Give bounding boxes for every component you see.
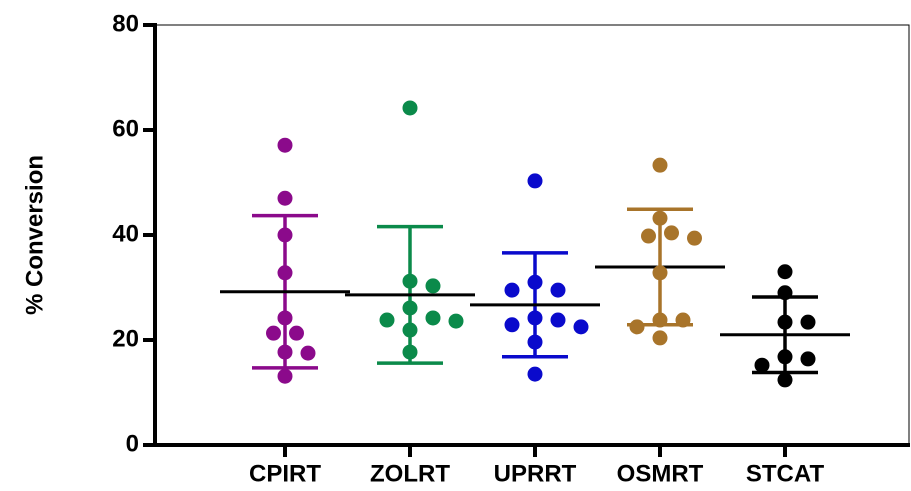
data-point (777, 349, 793, 365)
data-point (800, 351, 816, 367)
y-tick-label: 0 (126, 430, 139, 457)
data-point (777, 314, 793, 330)
data-point (652, 210, 668, 226)
data-point (800, 314, 816, 330)
data-point (652, 157, 668, 173)
data-point (402, 273, 418, 289)
x-tick-label: STCAT (746, 460, 825, 487)
data-point (277, 344, 293, 360)
data-point (527, 274, 543, 290)
data-point (402, 300, 418, 316)
data-point (687, 230, 702, 246)
data-point (277, 227, 293, 243)
data-point (527, 173, 543, 189)
data-point (277, 368, 293, 384)
data-point (402, 100, 418, 116)
data-point (652, 312, 668, 328)
data-point (448, 313, 464, 329)
data-point (425, 278, 441, 294)
data-point (504, 282, 520, 298)
data-point (277, 137, 293, 153)
data-point (266, 325, 281, 341)
data-point (573, 319, 589, 335)
data-point (629, 319, 645, 335)
data-point (675, 312, 691, 328)
y-tick-label: 60 (112, 115, 139, 142)
data-point (277, 265, 293, 281)
data-point (527, 310, 543, 326)
x-tick-label: CPIRT (249, 460, 321, 487)
y-tick-label: 20 (112, 325, 139, 352)
data-point (289, 325, 304, 341)
x-tick-label: ZOLRT (370, 460, 450, 487)
data-point (402, 322, 418, 338)
x-tick-label: UPRRT (494, 460, 577, 487)
data-point (652, 265, 668, 281)
data-point (652, 330, 668, 346)
data-point (777, 372, 793, 388)
data-point (777, 264, 793, 280)
data-point (550, 312, 566, 328)
x-tick-label: OSMRT (617, 460, 704, 487)
data-point (425, 310, 441, 326)
y-tick-label: 80 (112, 10, 139, 37)
data-point (777, 285, 793, 301)
data-point (527, 366, 543, 382)
data-point (277, 190, 293, 206)
data-point (277, 310, 293, 326)
y-tick-label: 40 (112, 220, 139, 247)
data-point (754, 357, 770, 373)
data-point (300, 345, 316, 361)
data-point (550, 282, 566, 298)
data-point (504, 317, 520, 333)
data-point (402, 344, 418, 360)
data-point (527, 334, 543, 350)
data-point (379, 312, 395, 328)
data-point (641, 228, 656, 244)
plot-frame (154, 24, 910, 446)
y-axis-label: % Conversion (21, 155, 48, 315)
data-point (664, 225, 679, 241)
